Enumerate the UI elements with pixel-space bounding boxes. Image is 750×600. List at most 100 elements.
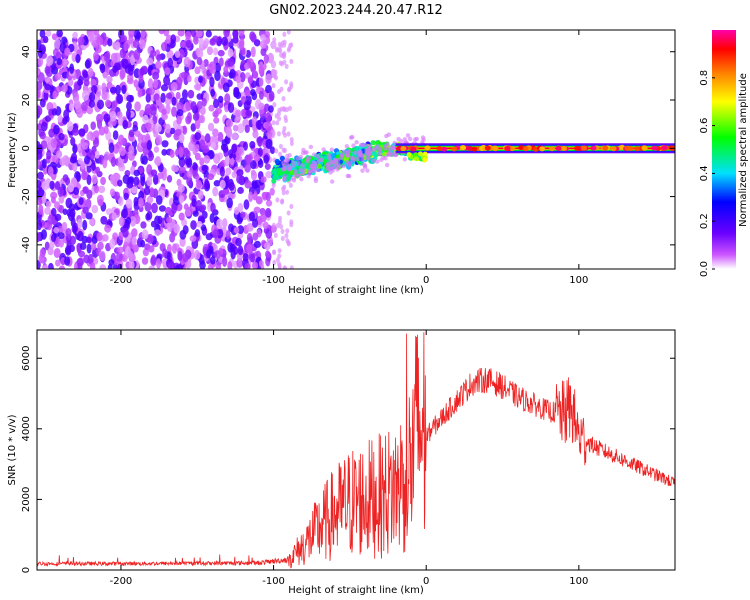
spectrogram-noise-cell — [271, 120, 276, 126]
spectrogram-signal-cell — [370, 140, 376, 146]
spectrogram-noise-cell — [45, 30, 52, 37]
spectrogram-noise-cell — [128, 30, 135, 38]
spectrogram-noise-cell — [164, 98, 172, 106]
spectrogram-noise-cell — [221, 36, 229, 46]
spectrogram-noise-cell — [249, 160, 257, 170]
spectrogram-signal-cell — [284, 169, 290, 175]
spectrogram-noise-cell — [285, 228, 290, 234]
spectrogram-halo-cell — [307, 169, 312, 174]
spectrogram-noise-cell — [148, 265, 156, 269]
spectrogram-noise-cell — [72, 128, 80, 136]
spectrogram-noise-cell — [103, 125, 109, 135]
snr-data-point — [578, 435, 579, 436]
spectrogram-noise-cell — [91, 204, 99, 214]
spectrogram-halo-cell — [377, 151, 383, 157]
spectrogram-noise-cell — [181, 89, 188, 100]
spectrogram-noise-cell — [282, 31, 287, 37]
spectrogram-noise-cell — [147, 233, 154, 245]
spectrogram-noise-cell — [279, 224, 284, 230]
spectrogram-noise-cell — [281, 129, 286, 135]
spectrogram-halo-cell — [285, 157, 291, 162]
spectrogram-noise-cell — [37, 198, 43, 206]
spectrogram-noise-cell — [258, 77, 264, 87]
spectrogram-noise-cell — [202, 145, 210, 154]
snr-data-point — [563, 414, 564, 415]
spectrogram-signal-cell — [406, 152, 412, 158]
spectrogram-noise-cell — [94, 150, 100, 159]
spectrogram-noise-cell — [73, 187, 80, 196]
spectrogram-noise-cell — [280, 53, 285, 59]
spectrogram-noise-cell — [152, 174, 159, 185]
spectrogram-noise-cell — [110, 52, 118, 63]
snr-data-point — [472, 382, 473, 383]
spectrogram-noise-cell — [169, 127, 176, 135]
spectrogram-noise-cell — [271, 182, 276, 189]
spectrogram-noise-cell — [50, 138, 58, 149]
spectrogram-carrier-blip — [471, 146, 478, 152]
spectrogram-noise-cell — [265, 138, 273, 150]
spectrogram-noise-cell — [243, 100, 251, 111]
spectrogram-noise-cell — [248, 211, 255, 222]
spectrogram-noise-cell — [43, 35, 49, 44]
spectrogram-noise-cell — [238, 40, 245, 50]
spectrogram-noise-cell — [265, 112, 272, 123]
spectrogram-noise-cell — [275, 120, 280, 126]
spectrogram-noise-cell — [275, 257, 280, 263]
spectrogram-noise-cell — [109, 238, 116, 249]
spectrogram-noise-cell — [185, 30, 192, 40]
spectrogram-noise-cell — [99, 63, 106, 74]
spectrogram-noise-cell — [198, 37, 205, 49]
spectrogram-halo-cell — [308, 144, 314, 150]
spectrogram-noise-cell — [140, 239, 146, 248]
spectrogram-noise-cell — [160, 84, 169, 92]
spectrogram-halo-cell — [282, 173, 287, 179]
spectrogram-noise-cell — [279, 86, 284, 92]
spectrogram-noise-cell — [239, 72, 246, 83]
spectrogram-noise-cell — [266, 130, 273, 138]
spectrogram-noise-cell — [97, 199, 104, 207]
spectrogram-noise-cell — [165, 123, 171, 134]
spectrogram-noise-cell — [238, 30, 245, 37]
spectrogram-noise-cell — [78, 75, 84, 86]
spectrogram-noise-cell — [95, 45, 102, 54]
spectrogram-signal-cell — [274, 158, 280, 164]
spectrogram-noise-cell — [126, 101, 132, 111]
spectrogram-noise-cell — [123, 41, 129, 52]
spectrogram-noise-cell — [246, 232, 253, 243]
spectrogram-noise-cell — [227, 48, 234, 58]
spectrogram-noise-cell — [229, 157, 235, 166]
spectrogram-noise-cell — [128, 250, 134, 261]
spectrogram-noise-cell — [91, 235, 98, 244]
spectrogram-noise-cell — [250, 88, 256, 97]
spectrogram-noise-cell — [90, 242, 97, 251]
spectrogram-noise-cell — [82, 186, 89, 194]
spectrogram-noise-cell — [244, 89, 252, 97]
spectrogram-halo-cell — [336, 161, 341, 166]
spectrogram-noise-cell — [57, 186, 64, 197]
spectrogram-noise-cell — [258, 102, 265, 110]
spectrogram-noise-cell — [215, 261, 222, 269]
spectrogram-noise-cell — [51, 33, 58, 41]
spectrogram-noise-cell — [37, 171, 44, 180]
spectrogram-noise-cell — [210, 141, 217, 149]
spectrogram-noise-cell — [289, 222, 294, 228]
spectrogram-noise-cell — [132, 243, 139, 253]
spectrogram-halo-cell — [349, 155, 354, 160]
spectrogram-carrier-blip — [651, 145, 658, 151]
spectrogram-noise-cell — [277, 265, 282, 269]
spectrogram-noise-cell — [178, 49, 185, 59]
spectrogram-noise-cell — [185, 149, 191, 159]
spectrogram-noise-cell — [192, 210, 199, 217]
spectrogram-noise-cell — [93, 51, 99, 61]
spectrogram-noise-cell — [136, 31, 142, 40]
snr-data-point — [655, 474, 656, 475]
spectrogram-noise-cell — [285, 189, 290, 195]
spectrogram-noise-cell — [276, 261, 281, 267]
spectrogram-noise-cell — [185, 39, 192, 49]
spectrogram-carrier-blip — [395, 146, 402, 152]
spectrogram-noise-cell — [240, 211, 246, 219]
spectrogram-noise-cell — [137, 197, 144, 208]
spectrogram-noise-cell — [128, 66, 134, 76]
spectrogram-halo-cell — [350, 134, 355, 140]
